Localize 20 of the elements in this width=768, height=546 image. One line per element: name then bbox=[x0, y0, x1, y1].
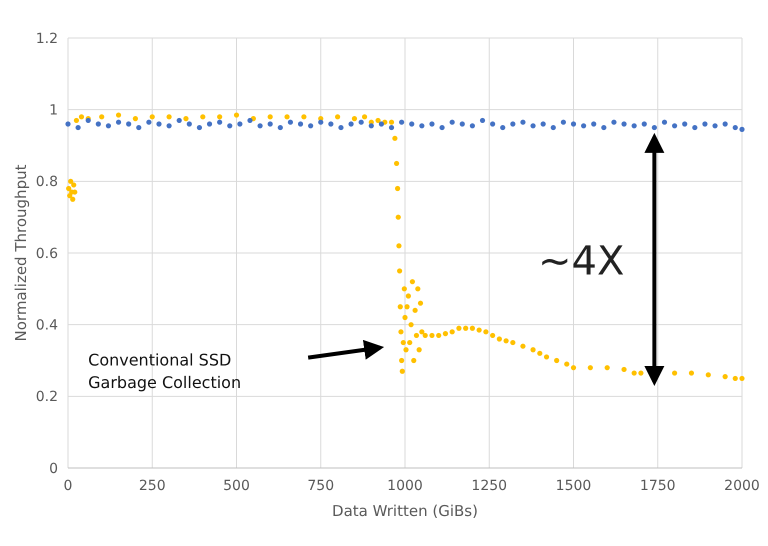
y-tick-label: 0.2 bbox=[36, 389, 58, 406]
y-tick-label: 0.4 bbox=[36, 318, 58, 334]
x-tick-label: 250 bbox=[138, 478, 166, 494]
y-axis-title: Normalized Throughput bbox=[12, 164, 30, 342]
y-tick-label: 0.8 bbox=[36, 174, 58, 190]
x-tick-label: 750 bbox=[307, 478, 334, 494]
y-tick-label: 0 bbox=[49, 460, 58, 477]
x-tick-label: 1250 bbox=[471, 478, 508, 494]
x-axis-title: Data Written (GiBs) bbox=[332, 502, 478, 520]
x-tick-label: 1750 bbox=[640, 478, 676, 494]
y-tick-label: 0.6 bbox=[36, 246, 58, 262]
x-tick-label: 0 bbox=[64, 478, 72, 494]
annotation: Conventional SSD Garbage Collection bbox=[88, 350, 242, 392]
annotation: ~4X bbox=[538, 238, 624, 284]
y-tick-label: 1.2 bbox=[36, 30, 58, 47]
y-tick-label: 1 bbox=[49, 102, 58, 119]
x-tick-label: 500 bbox=[223, 478, 250, 494]
x-tick-label: 2000 bbox=[724, 478, 760, 494]
x-tick-label: 1000 bbox=[387, 478, 423, 494]
x-tick-label: 1500 bbox=[556, 478, 592, 494]
